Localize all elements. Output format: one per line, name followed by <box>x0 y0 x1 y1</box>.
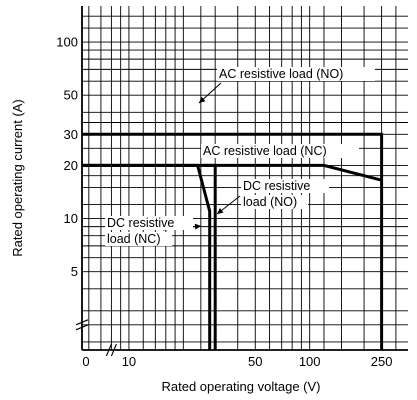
label-line: AC resistive load (NC) <box>203 144 327 158</box>
curve-dc-resistive-load-no <box>82 163 212 350</box>
x-tick-label-100: 100 <box>299 354 321 369</box>
label-dc-no: DC resistive load (NO) <box>241 179 329 209</box>
label-line: DC resistive <box>243 179 310 193</box>
arrowhead-dc-no <box>217 207 224 214</box>
plot-frame <box>75 6 408 357</box>
curve-dc-resistive-load-nc <box>203 163 217 350</box>
label-line: AC resistive load (NO) <box>219 67 343 81</box>
curve-ac-resistive-load-no <box>82 132 384 350</box>
curve-ac-resistive-load-nc <box>82 163 382 182</box>
curve-labels: AC resistive load (NO) AC resistive load … <box>105 67 375 246</box>
label-backing <box>217 67 375 81</box>
x-axis-break-mark <box>105 343 117 357</box>
arrowhead-dc-nc <box>194 223 201 230</box>
label-ac-no: AC resistive load (NO) <box>217 67 375 81</box>
arrowhead-ac-no <box>199 96 206 103</box>
label-backing <box>241 195 308 209</box>
label-backing <box>201 144 359 158</box>
tick-labels: 0 10 50 100 250 5 10 20 30 50 100 <box>56 35 392 369</box>
label-dc-nc: DC resistive load (NC) <box>105 216 193 246</box>
label-backing <box>241 179 329 193</box>
y-axis-break-mark <box>75 319 89 331</box>
label-line: DC resistive <box>107 216 174 230</box>
y-tick-label-100: 100 <box>56 35 78 50</box>
curves <box>82 132 384 350</box>
label-line: load (NC) <box>107 232 161 246</box>
y-tick-label-10: 10 <box>64 211 78 226</box>
x-tick-label-10: 10 <box>122 354 136 369</box>
label-backing <box>105 232 172 246</box>
label-line: load (NO) <box>243 195 297 209</box>
x-axis-title: Rated operating voltage (V) <box>162 379 321 394</box>
y-tick-label-5: 5 <box>71 264 78 279</box>
label-backing <box>105 216 193 230</box>
y-tick-label-50: 50 <box>64 88 78 103</box>
x-tick-label-0: 0 <box>82 354 89 369</box>
x-tick-label-50: 50 <box>248 354 262 369</box>
x-tick-label-250: 250 <box>371 354 393 369</box>
grid <box>82 6 408 350</box>
y-axis-title: Rated operating current (A) <box>10 99 25 257</box>
y-tick-label-30: 30 <box>64 127 78 142</box>
label-ac-nc: AC resistive load (NC) <box>201 144 359 158</box>
y-tick-label-20: 20 <box>64 158 78 173</box>
